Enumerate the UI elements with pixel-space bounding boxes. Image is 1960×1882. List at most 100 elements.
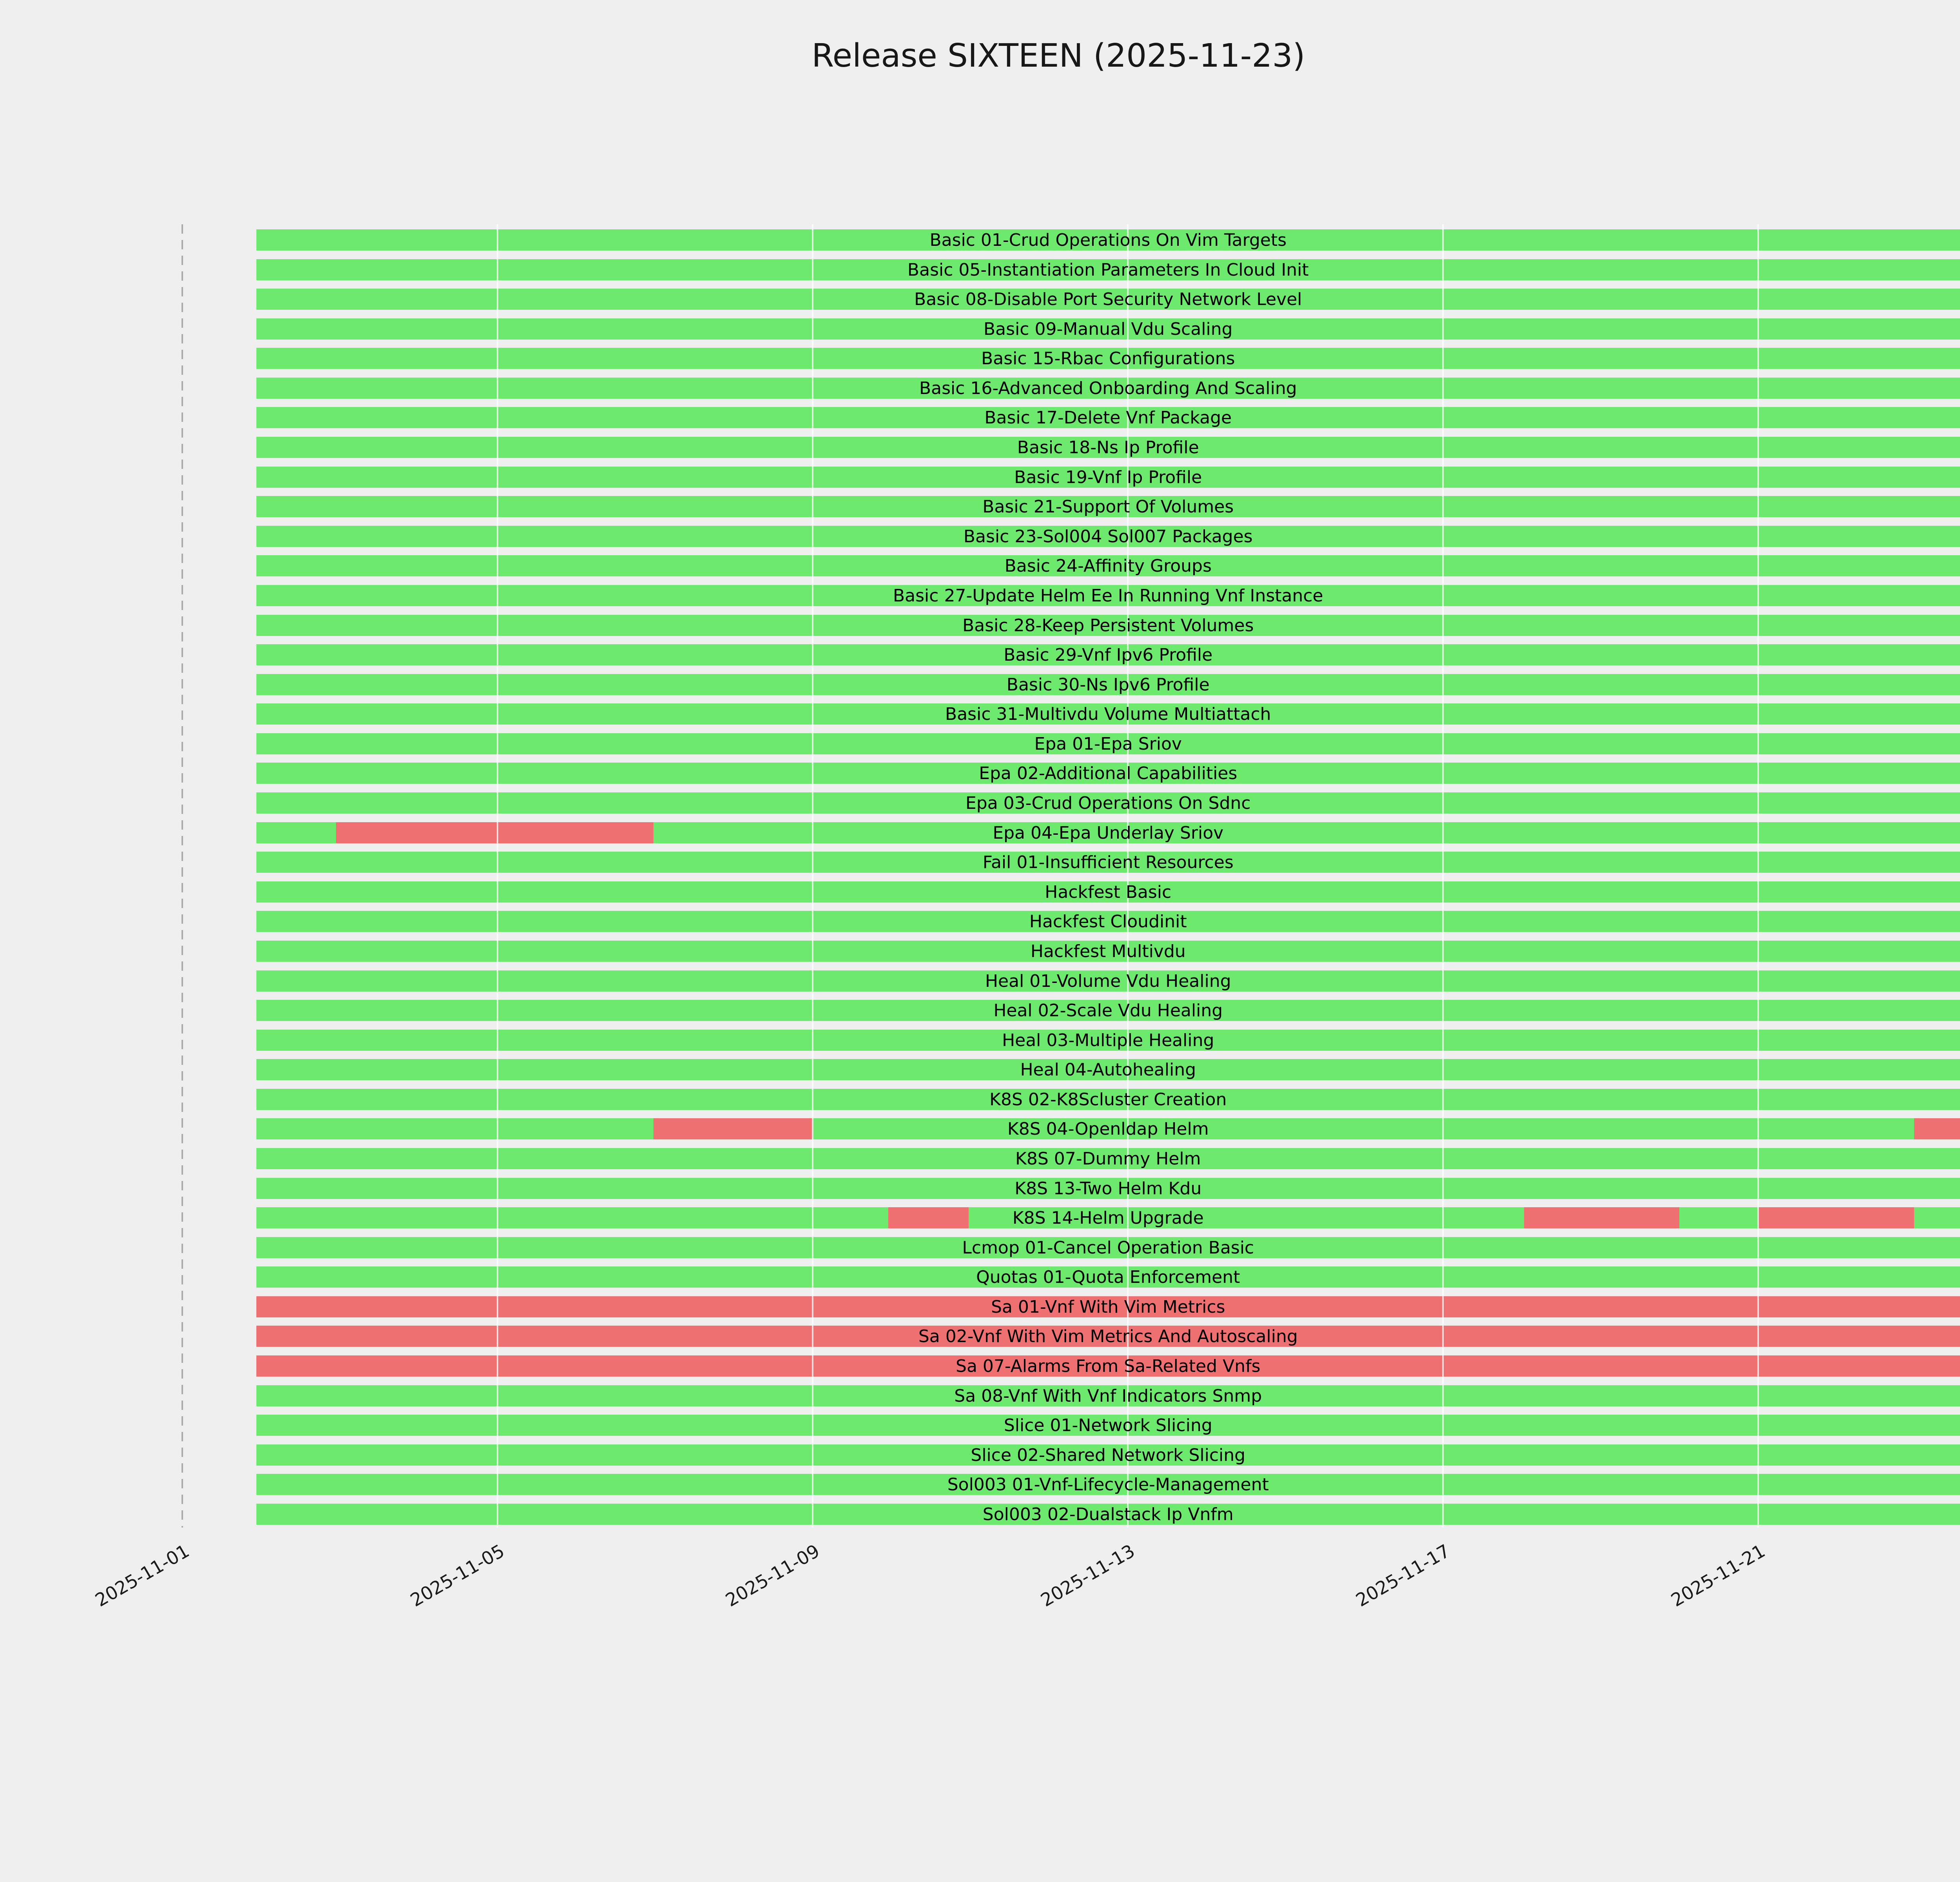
row-label: Basic 05-Instantiation Parameters In Clo… [907,260,1309,280]
pass-bar [256,348,1960,369]
pass-bar [256,970,1960,992]
gantt-row [256,496,1960,518]
row-label: Hackfest Multivdu [1030,941,1186,961]
row-label: Basic 17-Delete Vnf Package [984,408,1232,428]
row-label: Heal 04-Autohealing [1020,1060,1196,1080]
pass-bar [256,1177,1960,1199]
row-label: Basic 29-Vnf Ipv6 Profile [1004,645,1213,665]
fail-segment [1914,1118,1960,1140]
pass-bar [256,792,1960,814]
pass-bar [256,1266,1960,1288]
row-label: Slice 02-Shared Network Slicing [971,1445,1246,1465]
pass-bar [256,1503,1960,1525]
gantt-row [256,555,1960,577]
gantt-row [256,1474,1960,1495]
pass-bar [256,1000,1960,1021]
gantt-row [256,1503,1960,1525]
fail-segment [888,1207,969,1229]
gantt-row [256,970,1960,992]
gantt-row [256,1000,1960,1021]
row-label: Basic 15-Rbac Configurations [981,349,1235,369]
gantt-row [256,674,1960,695]
pass-bar [256,1385,1960,1406]
x-tick-label: 2025-11-13 [1037,1540,1138,1611]
gridline [1442,224,1444,1528]
fail-segment [256,1355,1960,1377]
row-label: Epa 02-Additional Capabilities [979,763,1238,784]
pass-bar [256,525,1960,547]
gantt-row [256,407,1960,429]
pass-bar [256,763,1960,784]
pass-bar [256,229,1960,251]
pass-bar [256,1059,1960,1081]
gantt-row [256,1207,1960,1229]
x-tick-label: 2025-11-01 [91,1540,193,1611]
fail-segment [1524,1207,1679,1229]
pass-bar [256,1029,1960,1051]
x-tick-label: 2025-11-17 [1352,1540,1454,1611]
gantt-row [256,1415,1960,1436]
row-label: Basic 01-Crud Operations On Vim Targets [929,230,1287,250]
fail-segment [336,822,653,843]
pass-bar [256,1088,1960,1110]
gantt-row [256,259,1960,280]
gantt-row [256,525,1960,547]
pass-bar [256,318,1960,340]
row-label: Basic 23-Sol004 Sol007 Packages [963,526,1253,547]
pass-bar [256,377,1960,399]
row-label: Hackfest Cloudinit [1029,912,1187,932]
gantt-row [256,318,1960,340]
gantt-row [256,1118,1960,1140]
gantt-row [256,1148,1960,1169]
row-label: Epa 04-Epa Underlay Sriov [993,823,1224,843]
gantt-row [256,1029,1960,1051]
gantt-row [256,911,1960,932]
gantt-row [256,1326,1960,1347]
gantt-row [256,763,1960,784]
pass-bar [256,1148,1960,1169]
gantt-row [256,348,1960,369]
pass-bar [256,1474,1960,1495]
pass-bar [256,585,1960,606]
gantt-row [256,585,1960,606]
row-label: Sol003 01-Vnf-Lifecycle-Management [947,1475,1269,1495]
pass-bar [256,614,1960,636]
fail-segment [256,1296,1960,1317]
gridline [497,224,498,1528]
start-date-dashed-line [181,224,183,1528]
gantt-row [256,614,1960,636]
gantt-row [256,1088,1960,1110]
row-label: Basic 24-Affinity Groups [1004,556,1212,576]
pass-bar [256,733,1960,754]
pass-bar [256,1237,1960,1258]
row-label: Epa 01-Epa Sriov [1034,734,1182,754]
gantt-row [256,733,1960,754]
row-label: Basic 27-Update Helm Ee In Running Vnf I… [893,585,1323,606]
row-label: K8S 07-Dummy Helm [1015,1148,1201,1169]
row-label: Basic 09-Manual Vdu Scaling [984,319,1233,339]
gantt-row [256,466,1960,488]
row-label: Slice 01-Network Slicing [1004,1415,1212,1436]
row-label: K8S 04-Openldap Helm [1007,1119,1209,1139]
row-label: Basic 31-Multivdu Volume Multiattach [945,704,1271,725]
row-label: Basic 08-Disable Port Security Network L… [914,289,1302,310]
row-label: Basic 19-Vnf Ip Profile [1014,467,1202,487]
x-tick-label: 2025-11-05 [407,1540,508,1611]
pass-bar [256,1415,1960,1436]
x-tick-label: 2025-11-21 [1667,1540,1769,1611]
pass-bar [256,1444,1960,1466]
x-tick-label: 2025-11-09 [722,1540,823,1611]
pass-bar [256,644,1960,666]
row-label: K8S 13-Two Helm Kdu [1014,1178,1202,1199]
row-label: Sol003 02-Dualstack Ip Vnfm [982,1504,1234,1524]
gantt-row [256,1385,1960,1406]
gantt-row [256,881,1960,903]
row-label: Hackfest Basic [1045,882,1172,902]
row-label: Quotas 01-Quota Enforcement [976,1267,1240,1288]
row-label: Basic 16-Advanced Onboarding And Scaling [919,378,1297,398]
gantt-row [256,792,1960,814]
gantt-row [256,1237,1960,1258]
pass-bar [256,852,1960,873]
gantt-row [256,940,1960,962]
